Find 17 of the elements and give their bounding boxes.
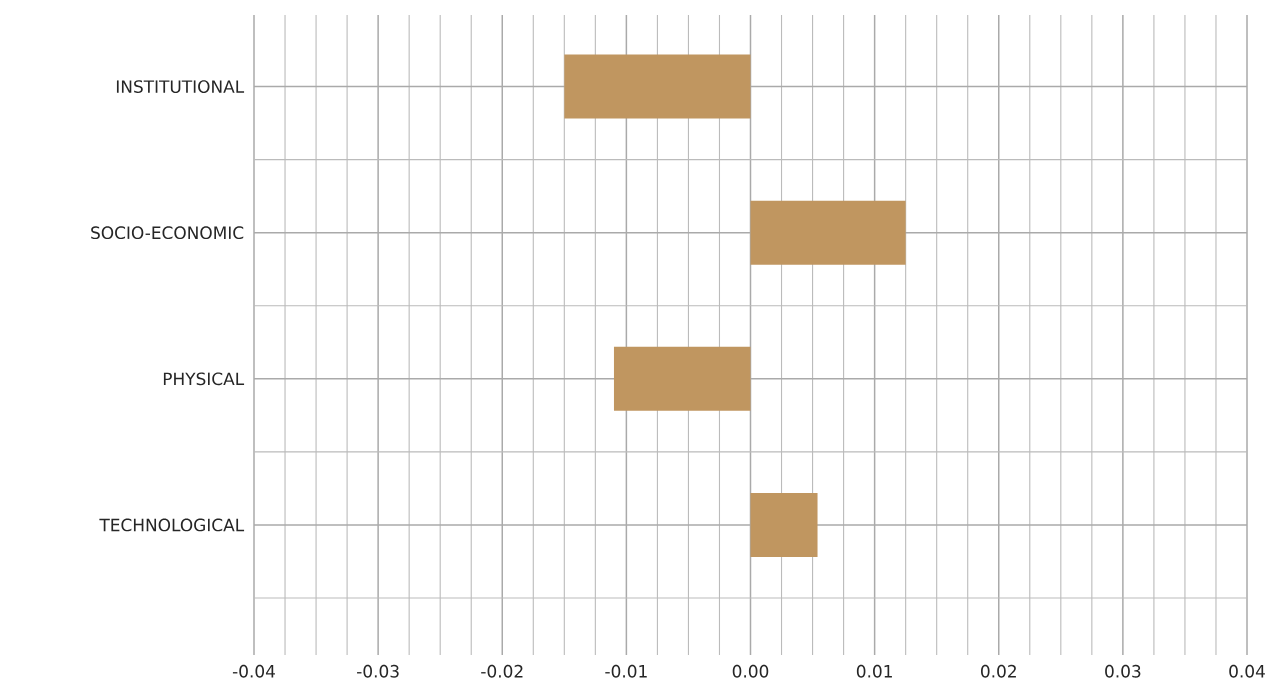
- y-tick-label: SOCIO-ECONOMIC: [91, 226, 244, 240]
- x-tick-label: 0.03: [1105, 664, 1141, 678]
- x-tick-label: 0.04: [1229, 664, 1265, 678]
- x-tick-label: 0.00: [732, 664, 769, 678]
- x-tick-label: 0.01: [856, 664, 892, 678]
- y-tick-label: INSTITUTIONAL: [116, 80, 245, 93]
- x-tick-label: 0.02: [981, 664, 1016, 678]
- bar: [750, 200, 906, 265]
- x-tick-label: -0.04: [232, 664, 275, 678]
- x-tick-label: -0.01: [605, 664, 647, 678]
- bar: [613, 346, 751, 411]
- bar: [750, 492, 818, 557]
- bar: [564, 54, 751, 119]
- x-tick-label: -0.02: [481, 664, 523, 678]
- y-tick-label: PHYSICAL: [163, 372, 245, 386]
- y-tick-label: TECHNOLOGICAL: [99, 518, 245, 532]
- x-tick-label: -0.03: [357, 664, 399, 678]
